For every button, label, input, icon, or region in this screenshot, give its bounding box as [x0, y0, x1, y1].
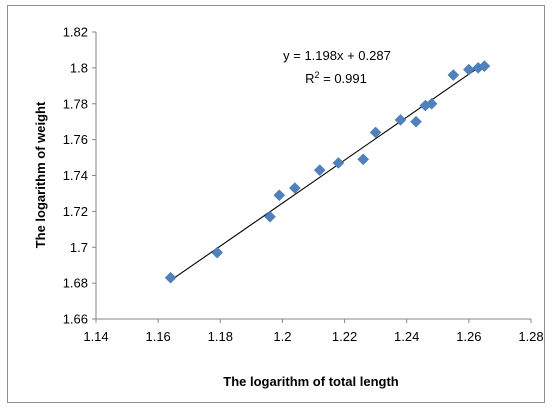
data-point — [289, 182, 301, 194]
y-tick-label: 1.82 — [63, 25, 88, 40]
x-axis-ticks: 1.14 1.16 1.18 1.2 1.22 1.24 1.26 1.28 — [83, 319, 544, 344]
r-squared-label: R2 = 0.991 — [305, 70, 367, 86]
data-points — [164, 60, 491, 284]
data-point — [369, 126, 382, 139]
y-tick-label: 1.72 — [63, 204, 88, 219]
data-point — [410, 115, 422, 128]
x-tick-label: 1.28 — [518, 329, 543, 344]
data-point — [164, 271, 177, 284]
data-point — [313, 164, 326, 176]
data-point — [332, 157, 345, 169]
y-tick-label: 1.78 — [63, 96, 88, 111]
x-tick-label: 1.14 — [83, 329, 108, 344]
data-point — [264, 210, 276, 223]
data-point — [211, 246, 224, 259]
x-tick-label: 1.18 — [208, 329, 233, 344]
data-point — [463, 63, 475, 76]
data-point — [447, 69, 460, 81]
x-tick-label: 1.22 — [332, 329, 357, 344]
x-tick-label: 1.16 — [145, 329, 170, 344]
y-tick-label: 1.66 — [63, 312, 88, 327]
y-tick-label: 1.8 — [70, 60, 88, 75]
data-point — [478, 60, 491, 72]
x-tick-label: 1.26 — [456, 329, 481, 344]
y-tick-label: 1.68 — [63, 276, 88, 291]
x-tick-label: 1.24 — [394, 329, 419, 344]
trendline-equation: y = 1.198x + 0.287 — [283, 48, 391, 63]
x-axis-title: The logarithm of total length — [223, 374, 399, 389]
y-tick-label: 1.7 — [70, 240, 88, 255]
data-point — [425, 97, 438, 110]
y-tick-label: 1.74 — [63, 168, 88, 183]
y-axis-title: The logarithm of weight — [33, 101, 48, 248]
data-point — [394, 114, 407, 126]
r-squared-prefix: R — [305, 71, 314, 86]
y-axis-ticks: 1.66 1.68 1.7 1.72 1.74 1.76 1.78 1.8 1.82 — [63, 25, 96, 327]
data-point — [273, 189, 286, 202]
r-squared-superscript: 2 — [315, 70, 320, 80]
r-squared-value: = 0.991 — [320, 71, 367, 86]
y-tick-label: 1.76 — [63, 132, 88, 147]
x-tick-label: 1.2 — [273, 329, 291, 344]
data-point — [357, 153, 370, 166]
